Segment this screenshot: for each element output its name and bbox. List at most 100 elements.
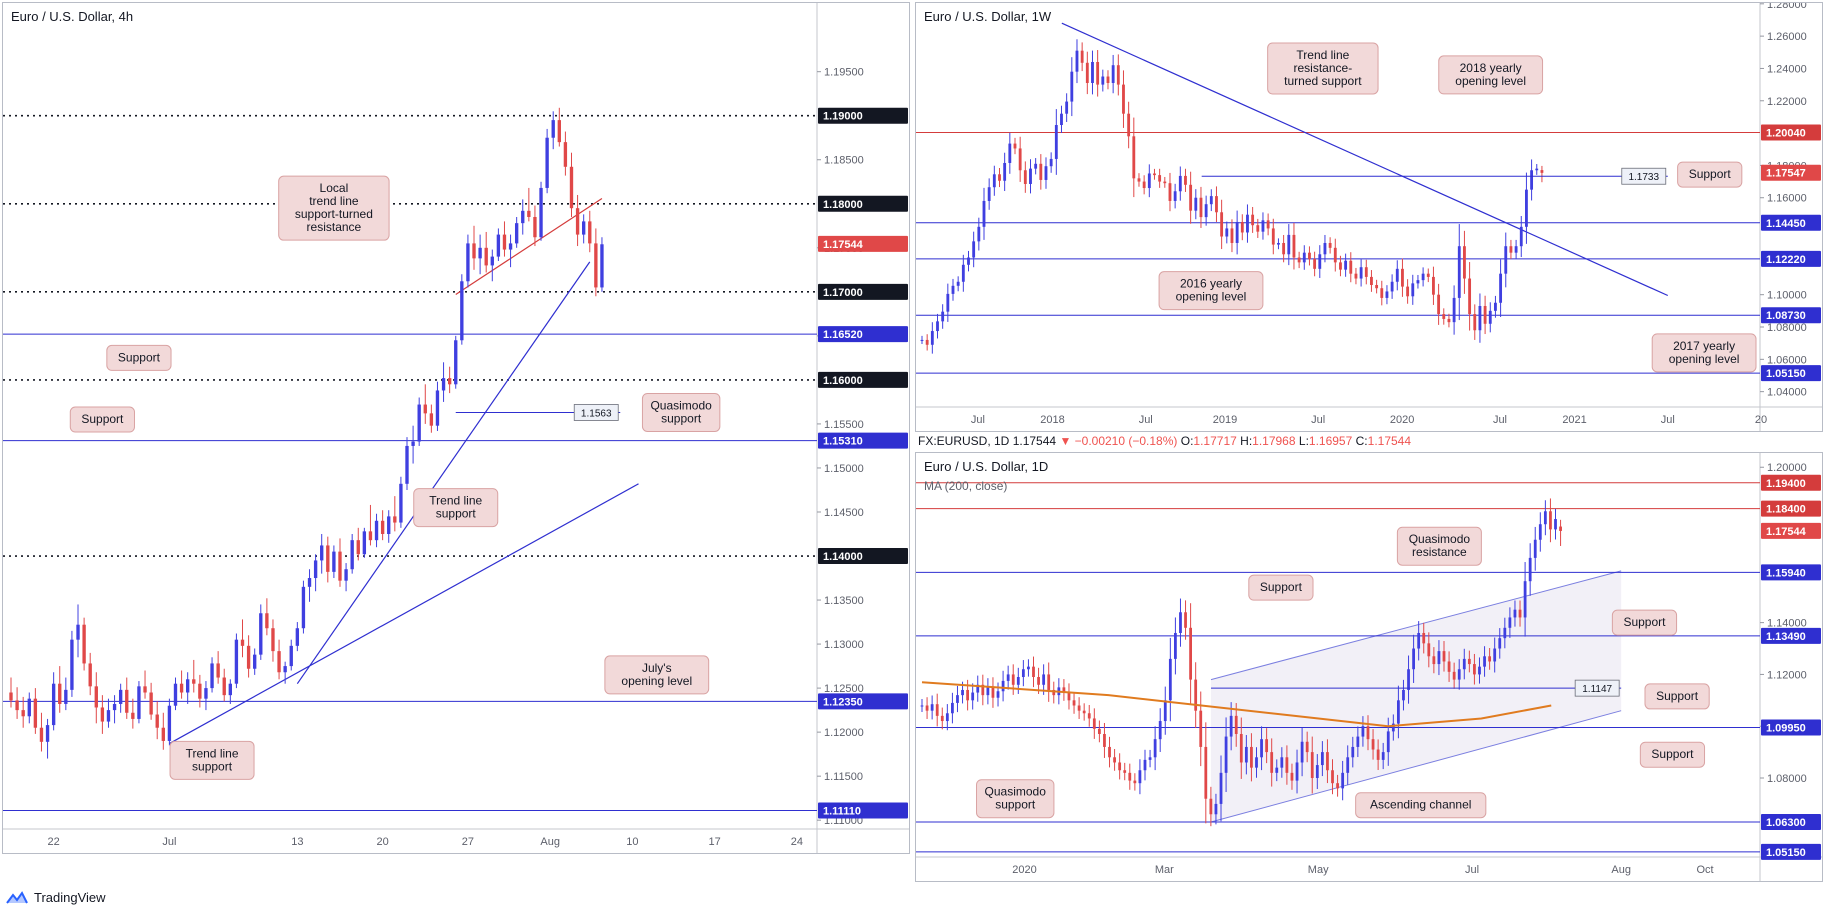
candle-body [1397,700,1400,724]
annotation-text: support-turned [295,207,373,221]
weekly-chart-title: Euro / U.S. Dollar, 1W [924,9,1052,24]
x-tick-label: Jul [971,414,985,426]
tradingview-brand[interactable]: TradingView [6,890,106,905]
candle-body [1376,749,1380,760]
candle-body [326,545,330,572]
annotation-callout [1158,271,1264,311]
x-tick-label: Jul [1661,414,1675,426]
level-price-text: 1.12350 [823,696,863,708]
annotation-text: Trend line [429,494,482,508]
candle-body [51,683,56,726]
weekly-chart[interactable]: 1.280001.260001.240001.220001.180001.160… [916,3,1822,431]
candle-body [1295,762,1299,781]
candle-body [1008,143,1012,163]
y-tick-label: 1.15000 [824,463,864,475]
candle-body [996,691,1000,698]
h4-chart-panel[interactable]: 1.195001.185001.175001.165001.155001.150… [2,2,910,854]
candle-body [460,281,464,341]
candle-body [1318,254,1322,269]
candle-body [1047,674,1051,690]
candle-body [472,243,476,259]
candle-body [1354,273,1358,279]
candle-body [1184,612,1187,628]
candle-body [1077,705,1081,711]
annotation-text: opening level [621,674,692,688]
candle-body [82,624,86,664]
candle-body [15,700,19,711]
x-tick-label: Jul [1493,414,1507,426]
candle-body [1385,291,1389,298]
candle-body [557,120,561,143]
h4-chart[interactable]: 1.195001.185001.175001.165001.155001.150… [3,3,909,853]
candle-body [350,540,354,570]
candle-body [1137,178,1141,182]
daily-chart[interactable]: 1.200001.140001.120001.100001.080002020M… [916,453,1822,881]
candle-body [1250,746,1253,768]
candle-body [1437,651,1441,665]
candle-body [1447,661,1451,672]
candle-body [1240,221,1244,233]
candle-body [539,187,543,238]
candle-body [930,331,934,345]
candle-body [70,639,74,690]
daily-chart-title: Euro / U.S. Dollar, 1D [924,459,1049,474]
candle-body [332,551,336,572]
candle-body [1300,741,1304,763]
annotation-callout [1677,161,1743,188]
candle-body [478,247,482,259]
level-price-tag [1761,719,1821,736]
candle-body [1138,770,1142,784]
daily-chart-panel[interactable]: 1.200001.140001.120001.100001.080002020M… [915,452,1823,882]
candle-body [1391,723,1395,732]
candle-body [1096,61,1100,85]
weekly-chart-panel[interactable]: 1.280001.260001.240001.220001.180001.160… [915,2,1823,432]
candle-body [1178,175,1182,192]
annotation-callout [1651,333,1757,373]
candle-body [1003,162,1007,181]
candle-body [1310,752,1314,779]
level-price-tag [1761,843,1821,860]
annotation-text: Support [1656,689,1699,703]
candle-body [1214,803,1218,815]
y-tick-label: 1.14000 [1767,618,1807,630]
candle-body [1302,252,1306,263]
candle-body [1173,191,1177,201]
candle-body [496,234,501,257]
x-tick-label: 13 [291,836,303,848]
candle-body [594,243,598,288]
candle-body [1235,221,1239,243]
candle-body [143,686,147,693]
candle-body [1091,61,1094,83]
level-price-tag [1761,307,1821,324]
candle-body [1027,666,1030,670]
candle-body [1417,632,1421,649]
candle-body [1220,212,1224,237]
candle-body [1407,669,1410,690]
candle-body [76,624,80,640]
candle-body [1246,214,1249,233]
annotation-text: Quasimodo [650,398,712,412]
candle-body [1478,666,1481,675]
level-price-text: 1.11110 [823,806,861,818]
x-tick-label: 24 [791,836,803,848]
candle-body [94,686,98,708]
x-tick-label: Jul [1465,864,1479,876]
candle-body [1535,168,1539,171]
candle-body [1305,741,1309,753]
candle-body [936,321,939,332]
level-price-tag [818,432,908,449]
candle-body [1349,260,1353,274]
candle-body [58,683,62,704]
symbol-label: FX:EURUSD, 1D [918,434,1010,448]
annotation-text: Support [81,412,124,426]
y-tick-label: 1.10000 [1767,290,1807,302]
candle-body [1549,511,1552,530]
candle-body [1390,281,1394,292]
candle-body [1275,767,1279,773]
trend-line [1061,22,1669,297]
x-tick-label: 2020 [1012,864,1036,876]
candle-body [976,684,980,693]
trend-line [296,261,591,685]
candle-body [1158,721,1162,740]
annotation-text: Quasimodo [1409,532,1471,546]
